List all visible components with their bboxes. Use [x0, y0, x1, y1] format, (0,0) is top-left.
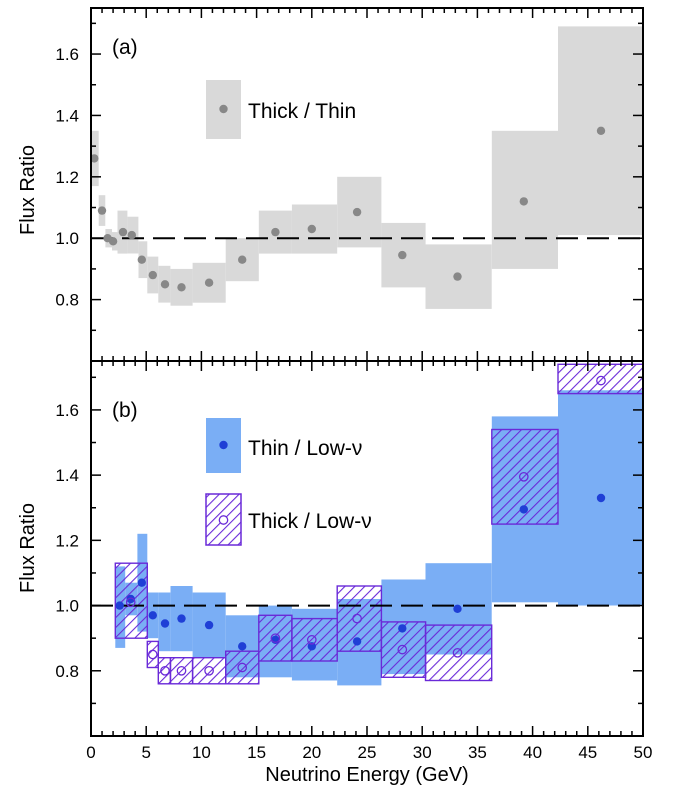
band-b-s1-12 [558, 364, 643, 393]
point-a-s0-4 [119, 228, 127, 236]
point-a-s0-8 [161, 280, 169, 288]
point-a-s0-7 [149, 271, 157, 279]
legend-thick-thin-label: Thick / Thin [248, 100, 356, 123]
legend-thick-thin-marker [219, 105, 227, 113]
legend-thin-lownu-marker [219, 441, 227, 449]
ytick-label-a-1.2: 1.2 [55, 168, 79, 187]
xtick-label-30: 30 [413, 743, 432, 762]
band-b-s1-3 [171, 658, 193, 684]
point-b-s0-12 [453, 605, 461, 613]
xtick-label-45: 45 [578, 743, 597, 762]
point-a-s0-9 [177, 283, 185, 291]
band-b-s1-10 [426, 625, 492, 680]
ytick-label-a-1.6: 1.6 [55, 45, 79, 64]
point-b-s0-2 [138, 579, 146, 587]
xtick-label-15: 15 [247, 743, 266, 762]
ytick-label-a-0.8: 0.8 [55, 291, 79, 310]
point-b-s0-13 [520, 505, 528, 513]
point-b-s0-14 [597, 494, 605, 502]
point-b-s0-5 [177, 614, 185, 622]
xtick-label-20: 20 [302, 743, 321, 762]
point-a-s0-13 [308, 225, 316, 233]
xtick-label-10: 10 [192, 743, 211, 762]
xtick-label-35: 35 [468, 743, 487, 762]
xtick-label-25: 25 [358, 743, 377, 762]
panel-a-y-axis-title: Flux Ratio [17, 145, 39, 235]
ytick-label-b-1.4: 1.4 [55, 466, 79, 485]
point-a-s0-17 [520, 197, 528, 205]
point-b-s0-3 [149, 611, 157, 619]
band-b-s1-4 [193, 658, 226, 684]
point-a-s0-5 [128, 231, 136, 239]
point-b-s0-11 [398, 624, 406, 632]
band-b-s1-5 [226, 651, 259, 684]
point-a-s0-10 [205, 279, 213, 287]
band-b-s1-7 [292, 619, 337, 661]
point-a-s0-11 [238, 256, 246, 264]
point-b-s0-10 [353, 637, 361, 645]
xtick-label-50: 50 [634, 743, 653, 762]
ytick-label-b-1.2: 1.2 [55, 531, 79, 550]
panel-b-label: (b) [112, 399, 138, 422]
point-a-s0-14 [353, 208, 361, 216]
legend-thick-lownu-label: Thick / Low-ν [248, 510, 372, 533]
ytick-label-a-1.4: 1.4 [55, 106, 79, 125]
point-a-s0-15 [398, 251, 406, 259]
xtick-label-40: 40 [523, 743, 542, 762]
point-a-s0-1 [98, 206, 106, 214]
ytick-label-b-0.8: 0.8 [55, 662, 79, 681]
xtick-label-5: 5 [141, 743, 150, 762]
point-b-s0-0 [116, 601, 124, 609]
point-a-s0-18 [597, 127, 605, 135]
point-b-s0-4 [161, 619, 169, 627]
point-a-s0-3 [109, 237, 117, 245]
ytick-label-b-1.6: 1.6 [55, 401, 79, 420]
legend-thin-lownu-label: Thin / Low-ν [248, 437, 362, 460]
ytick-label-a-1.0: 1.0 [55, 229, 79, 248]
panel-b-y-axis-title: Flux Ratio [17, 503, 39, 593]
point-a-s0-12 [271, 228, 279, 236]
panel-b-legend: Thin / Low-ν Thick / Low-ν [206, 418, 372, 545]
panel-a-label: (a) [112, 36, 138, 59]
point-a-s0-6 [138, 256, 146, 264]
xtick-label-0: 0 [86, 743, 95, 762]
x-axis-title: Neutrino Energy (GeV) [265, 764, 468, 786]
point-b-s0-6 [205, 621, 213, 629]
panel-a-uncertainty-bands [91, 26, 643, 309]
ytick-label-b-1.0: 1.0 [55, 597, 79, 616]
panel-a-legend: Thick / Thin [206, 80, 356, 139]
point-a-s0-16 [453, 272, 461, 280]
legend-thick-lownu-marker [219, 516, 227, 524]
point-b-s0-7 [238, 642, 246, 650]
